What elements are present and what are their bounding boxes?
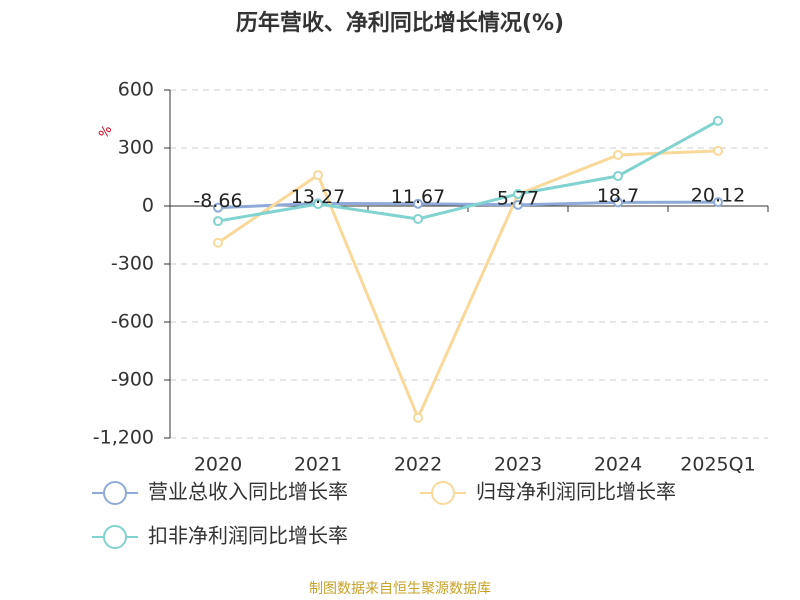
- x-tick-label: 2022: [394, 454, 442, 476]
- x-tick-label: 2023: [494, 454, 542, 476]
- x-tick-label: 2020: [194, 454, 242, 476]
- y-tick-label: -600: [111, 311, 154, 333]
- data-point: [613, 197, 623, 208]
- data-point: [513, 189, 523, 200]
- data-point: [213, 237, 223, 248]
- data-point: [513, 199, 523, 210]
- data-point: [713, 115, 723, 126]
- data-point: [313, 199, 323, 210]
- y-tick-label: -900: [111, 369, 154, 391]
- data-label: 18.7: [597, 185, 639, 207]
- data-label: -8.66: [193, 190, 242, 212]
- data-point: [213, 202, 223, 213]
- y-tick-label: 600: [118, 79, 154, 101]
- legend-label: 扣非净利润同比增长率: [148, 524, 348, 548]
- chart-title: 历年营收、净利同比增长情况(%): [236, 10, 564, 36]
- data-point: [413, 198, 423, 209]
- series-line: [217, 149, 719, 422]
- data-label: 11.67: [391, 186, 445, 208]
- data-label: 20.12: [691, 185, 745, 207]
- data-label: 5.77: [497, 187, 539, 209]
- x-tick-label: 2025Q1: [680, 454, 755, 476]
- data-point: [713, 197, 723, 208]
- source-note: 制图数据来自恒生聚源数据库: [309, 581, 491, 597]
- y-tick-label: 300: [118, 137, 154, 159]
- legend-label: 营业总收入同比增长率: [148, 480, 348, 504]
- data-point: [213, 216, 223, 227]
- legend-marker: [103, 525, 127, 549]
- series-line: [217, 200, 719, 210]
- data-point: [313, 170, 323, 181]
- y-tick-label: -1,200: [93, 427, 154, 449]
- x-tick-label: 2024: [594, 454, 642, 476]
- data-point: [413, 213, 423, 224]
- data-point: [713, 145, 723, 156]
- y-axis-label: %: [96, 123, 115, 141]
- series-line: [217, 119, 719, 223]
- data-point: [413, 412, 423, 423]
- data-point: [613, 171, 623, 182]
- data-label: 13.27: [291, 186, 345, 208]
- legend-marker: [431, 481, 455, 505]
- legend-label: 归母净利润同比增长率: [476, 480, 676, 504]
- x-tick-label: 2021: [294, 454, 342, 476]
- legend-marker: [103, 481, 127, 505]
- y-tick-label: 0: [142, 195, 154, 217]
- data-point: [613, 149, 623, 160]
- y-tick-label: -300: [111, 253, 154, 275]
